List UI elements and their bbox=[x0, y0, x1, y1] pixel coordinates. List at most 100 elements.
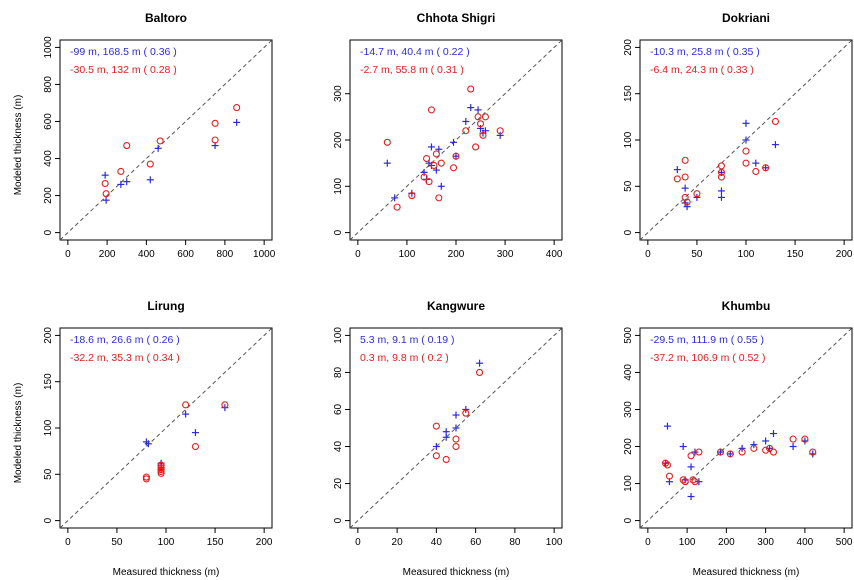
plot-frame bbox=[639, 327, 853, 529]
data-point-plus bbox=[681, 184, 689, 192]
stats-red: -32.2 m, 35.3 m ( 0.34 ) bbox=[70, 352, 180, 364]
panel-khumbu: Khumbu 0 100 200 300 400 500 0 100 200 300 400 500 -2… bbox=[623, 299, 853, 548]
stats-blue: 5.3 m, 9.1 m ( 0.19 ) bbox=[360, 334, 455, 346]
data-point-circle bbox=[146, 160, 154, 168]
data-point-circle bbox=[211, 119, 219, 127]
data-point-circle bbox=[750, 444, 758, 452]
stats-blue: -10.3 m, 25.8 m ( 0.35 ) bbox=[650, 46, 760, 58]
y-tick-label: 40 bbox=[333, 441, 344, 453]
y-tick-label: 100 bbox=[623, 475, 634, 492]
data-point-plus bbox=[769, 430, 777, 438]
data-point-circle bbox=[191, 442, 199, 451]
data-point-circle bbox=[801, 435, 809, 443]
stats-red: -37.2 m, 106.9 m ( 0.52 ) bbox=[650, 352, 766, 364]
data-point-plus bbox=[101, 171, 109, 179]
data-point-circle bbox=[481, 113, 489, 121]
x-tick-label: 100 bbox=[158, 537, 175, 548]
x-tick-label: 400 bbox=[546, 249, 563, 260]
x-tick-label: 200 bbox=[256, 537, 273, 548]
x-tick-label: 50 bbox=[691, 249, 703, 260]
data-point-plus bbox=[695, 478, 703, 486]
data-point-circle bbox=[221, 401, 229, 409]
data-point-plus bbox=[717, 168, 725, 176]
y-tick-label: 0 bbox=[333, 517, 344, 523]
y-tick-label: 100 bbox=[623, 131, 634, 148]
panel-dokriani: Dokriani 0 50 100 150 200 0 50 100 150 200 -10.3 m,… bbox=[623, 11, 853, 260]
data-point-plus bbox=[742, 136, 750, 144]
data-point-circle bbox=[423, 154, 431, 163]
data-point-plus bbox=[154, 144, 162, 152]
data-point-plus bbox=[427, 143, 435, 151]
stats-blue: -99 m, 168.5 m ( 0.36 ) bbox=[70, 46, 177, 58]
data-point-circle bbox=[742, 147, 750, 155]
y-tick-label: 400 bbox=[43, 150, 54, 167]
data-point-circle bbox=[691, 478, 699, 486]
data-point-circle bbox=[117, 167, 125, 176]
data-point-plus bbox=[766, 444, 774, 452]
y-axis-label-bottom-row: Modeled thickness (m) bbox=[13, 383, 24, 484]
panel-title: Chhota Shigri bbox=[417, 11, 496, 25]
x-tick-label: 200 bbox=[718, 537, 735, 548]
x-tick-label: 400 bbox=[138, 249, 155, 260]
y-tick-label: 0 bbox=[43, 229, 54, 235]
data-point-plus bbox=[742, 119, 750, 127]
data-point-circle bbox=[474, 113, 482, 121]
panel-title: Khumbu bbox=[722, 299, 771, 313]
data-point-circle bbox=[142, 475, 150, 483]
data-point-circle bbox=[681, 478, 689, 486]
data-point-circle bbox=[476, 120, 485, 128]
y-tick-label: 150 bbox=[43, 373, 54, 390]
data-point-plus bbox=[432, 443, 440, 451]
data-point-circle bbox=[430, 161, 438, 170]
data-point-circle bbox=[476, 368, 484, 376]
x-tick-label: 0 bbox=[355, 249, 361, 260]
data-point-circle bbox=[233, 104, 241, 112]
data-point-plus bbox=[420, 168, 428, 176]
data-point-plus bbox=[102, 196, 110, 204]
data-point-circle bbox=[681, 173, 689, 181]
data-point-plus bbox=[663, 422, 671, 430]
y-tick-label: 0 bbox=[623, 517, 634, 523]
data-point-circle bbox=[771, 117, 779, 126]
x-tick-label: 1000 bbox=[253, 249, 276, 260]
data-point-circle bbox=[462, 409, 470, 417]
data-point-plus bbox=[144, 440, 152, 448]
y-tick-label: 200 bbox=[43, 327, 54, 344]
y-tick-label: 200 bbox=[623, 39, 634, 56]
y-tick-label: 100 bbox=[333, 327, 344, 344]
stats-red: -2.7 m, 55.8 m ( 0.31 ) bbox=[360, 64, 464, 76]
data-point-plus bbox=[123, 178, 131, 186]
data-point-circle bbox=[717, 168, 726, 176]
data-point-plus bbox=[450, 138, 458, 146]
data-point-circle bbox=[449, 164, 458, 172]
data-point-circle bbox=[123, 142, 131, 150]
y-tick-label: 800 bbox=[43, 76, 54, 93]
data-point-circle bbox=[683, 198, 691, 206]
data-point-circle bbox=[762, 446, 770, 454]
data-point-circle bbox=[462, 127, 470, 135]
data-point-circle bbox=[717, 173, 726, 181]
x-tick-label: 40 bbox=[431, 537, 443, 548]
data-point-circle bbox=[437, 159, 445, 167]
data-point-circle bbox=[408, 192, 416, 200]
data-point-circle bbox=[738, 448, 746, 456]
data-point-plus bbox=[462, 117, 470, 125]
data-point-circle bbox=[432, 150, 440, 158]
data-point-circle bbox=[716, 448, 725, 456]
panel-title: Baltoro bbox=[145, 11, 187, 25]
data-point-circle bbox=[687, 452, 695, 460]
data-point-plus bbox=[726, 450, 734, 458]
x-tick-label: 300 bbox=[497, 249, 514, 260]
y-tick-label: 200 bbox=[623, 438, 634, 455]
plot-frame bbox=[59, 39, 273, 241]
y-tick-label: 1000 bbox=[43, 36, 54, 59]
data-point-circle bbox=[496, 127, 504, 135]
x-tick-label: 200 bbox=[836, 249, 853, 260]
x-tick-label: 200 bbox=[448, 249, 465, 260]
data-point-circle bbox=[435, 194, 443, 202]
data-point-circle bbox=[420, 173, 428, 181]
panel-baltoro: Baltoro 0 200 400 600 800 1000 0 200 400 600 800 100… bbox=[43, 11, 276, 260]
data-point-circle bbox=[432, 422, 440, 430]
stats-red: 0.3 m, 9.8 m ( 0.2 ) bbox=[360, 352, 449, 364]
